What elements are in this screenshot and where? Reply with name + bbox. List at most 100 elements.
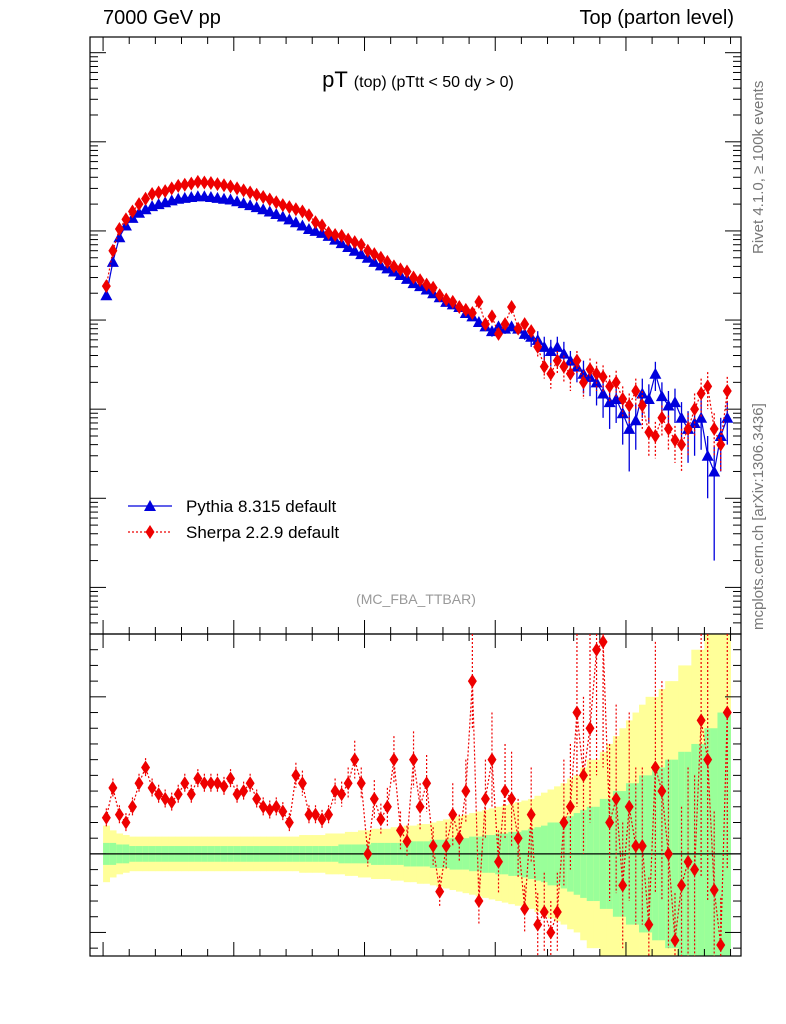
ratio-data-point xyxy=(507,791,517,806)
ratio-data-point xyxy=(337,787,347,802)
data-point xyxy=(186,176,196,191)
data-point xyxy=(611,375,621,390)
data-point xyxy=(154,185,164,200)
ratio-data-point xyxy=(363,846,373,861)
data-point xyxy=(317,218,327,233)
ratio-data-point xyxy=(467,674,477,689)
series-sherpa xyxy=(101,174,732,472)
data-point xyxy=(271,195,281,210)
ratio-data-point xyxy=(513,831,523,846)
ratio-data-point xyxy=(278,804,288,819)
data-point xyxy=(350,235,360,250)
ratio-frame xyxy=(89,633,742,957)
ratio-data-point xyxy=(173,787,183,802)
data-point xyxy=(283,213,296,225)
ratio-data-point xyxy=(454,831,464,846)
band-inner-bin xyxy=(697,743,705,956)
data-point xyxy=(250,201,263,213)
ratio-data-point xyxy=(219,779,229,794)
data-point xyxy=(368,255,381,267)
data-point xyxy=(683,421,693,436)
plot-title-main: pT xyxy=(322,67,348,92)
data-point xyxy=(199,175,209,190)
data-point xyxy=(662,399,675,411)
data-point xyxy=(134,197,144,212)
header-right: Top (parton level) xyxy=(579,7,734,29)
data-point xyxy=(356,237,366,252)
band-inner-bin xyxy=(710,728,718,956)
ratio-data-point xyxy=(585,721,595,736)
data-point xyxy=(649,367,662,379)
ratio-data-point xyxy=(637,839,647,854)
legend-marker xyxy=(145,525,155,539)
data-point xyxy=(557,347,570,359)
data-point xyxy=(348,244,361,256)
data-point xyxy=(637,398,647,413)
legend: Pythia 8.315 default Sherpa 2.2.9 default xyxy=(128,497,339,542)
data-point xyxy=(114,222,124,237)
data-point xyxy=(663,421,673,436)
data-point xyxy=(106,255,119,267)
main-panel: pT (top) (pTtt < 50 dy > 0) (MC_FBA_TTBAR)… xyxy=(89,36,742,635)
ratio-data-point xyxy=(167,795,177,810)
data-point xyxy=(695,411,708,423)
ratio-panel xyxy=(89,633,742,957)
data-point xyxy=(480,317,490,332)
data-point xyxy=(629,414,642,426)
data-point xyxy=(467,305,477,320)
ratio-data-point xyxy=(683,854,693,869)
data-point xyxy=(180,177,190,192)
ratio-data-point xyxy=(611,791,621,806)
data-point xyxy=(278,198,288,213)
data-point xyxy=(160,184,170,199)
ratio-data-point xyxy=(526,807,536,822)
ratio-data-point xyxy=(291,768,301,783)
ratio-data-point xyxy=(297,776,307,791)
data-point xyxy=(616,407,629,419)
ratio-data-point xyxy=(258,799,268,814)
data-point xyxy=(226,179,236,194)
ratio-data xyxy=(101,634,732,956)
ratio-data-point xyxy=(212,776,222,791)
data-point xyxy=(657,410,667,425)
legend-label: Sherpa 2.2.9 default xyxy=(186,523,339,542)
data-point xyxy=(670,433,680,448)
data-point xyxy=(270,207,283,219)
ratio-data-point xyxy=(435,884,445,899)
ratio-data-point xyxy=(101,810,111,825)
data-point xyxy=(631,383,641,398)
data-point xyxy=(487,309,497,324)
series-line xyxy=(105,195,728,474)
data-point xyxy=(675,411,688,423)
ratio-data-point xyxy=(239,784,249,799)
data-point xyxy=(121,212,131,227)
data-point xyxy=(546,366,556,381)
data-point xyxy=(343,232,353,247)
data-point xyxy=(415,273,425,288)
ratio-data-point xyxy=(546,925,556,940)
data-point xyxy=(257,203,270,215)
data-point xyxy=(173,178,183,193)
ratio-data-point xyxy=(245,776,255,791)
data-point xyxy=(237,197,250,209)
ratio-data-point xyxy=(461,784,471,799)
data-point xyxy=(355,248,368,260)
data-point xyxy=(668,396,681,408)
ratio-data-point xyxy=(147,780,157,795)
ratio-data-point xyxy=(422,776,432,791)
data-point xyxy=(193,174,203,189)
legend-marker xyxy=(144,500,156,511)
ratio-data-point xyxy=(520,901,530,916)
ratio-data-point xyxy=(265,802,275,817)
data-point xyxy=(296,219,309,231)
data-point xyxy=(258,190,268,205)
ratio-data-point xyxy=(317,812,327,827)
ratio-data-point xyxy=(134,776,144,791)
ratio-data-point xyxy=(677,878,687,893)
ratio-data-point xyxy=(624,799,634,814)
ratio-data-point xyxy=(494,854,504,869)
ratio-data-point xyxy=(592,642,602,657)
data-point xyxy=(544,344,557,356)
data-point xyxy=(101,279,111,294)
ratio-data-point xyxy=(154,787,164,802)
